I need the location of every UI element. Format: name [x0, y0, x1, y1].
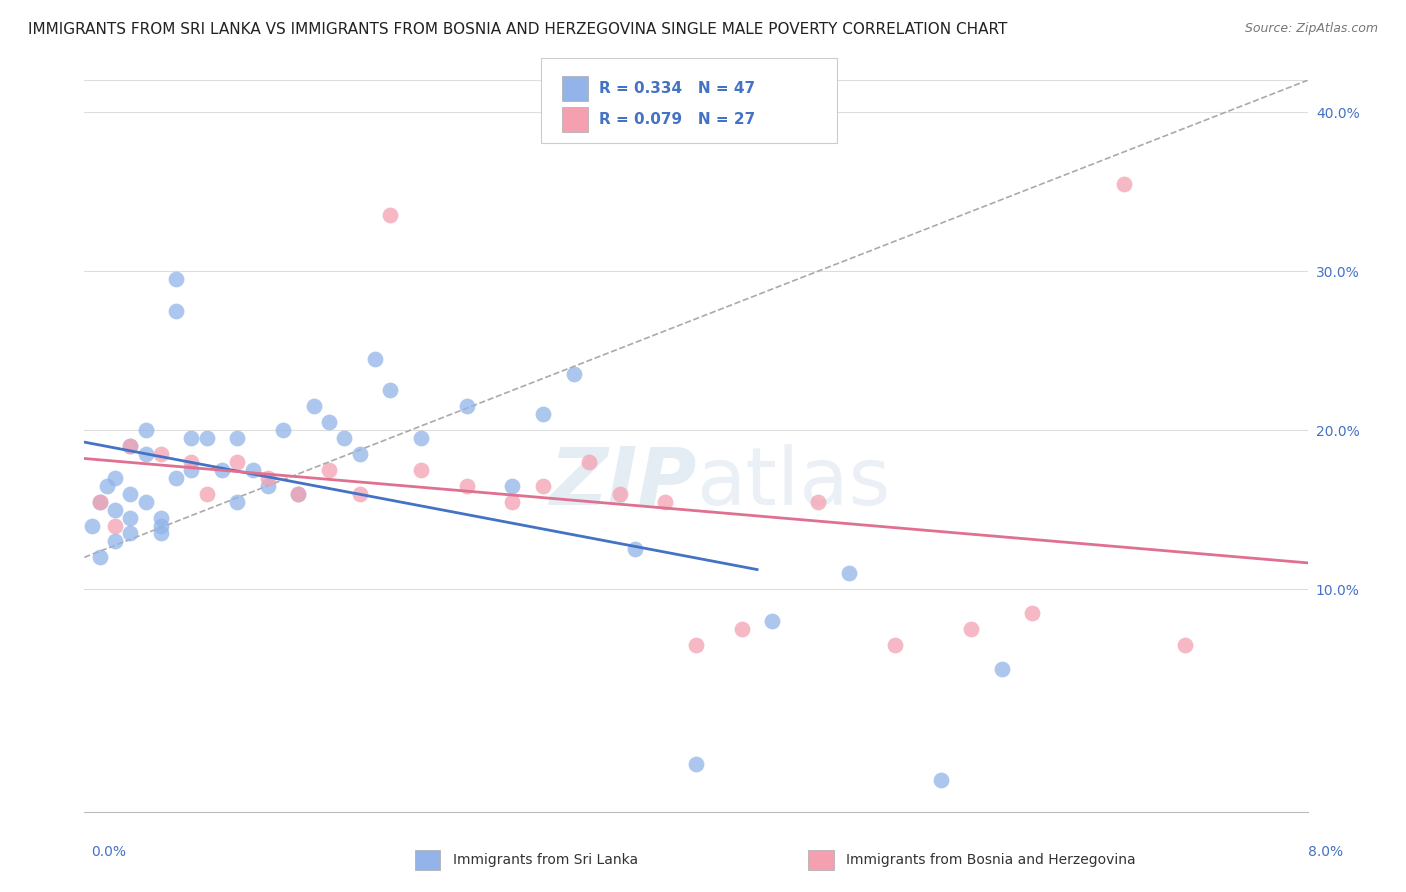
Point	[562, 368, 585, 382]
Point	[380, 384, 402, 398]
Point	[929, 772, 952, 787]
Point	[731, 622, 754, 636]
Point	[135, 423, 157, 437]
Point	[333, 431, 356, 445]
Point	[257, 479, 280, 493]
Point	[89, 550, 111, 565]
Point	[807, 494, 830, 508]
Point	[1021, 606, 1043, 620]
Point	[226, 494, 249, 508]
Point	[991, 662, 1014, 676]
Point	[409, 431, 432, 445]
Text: ZIP: ZIP	[548, 443, 696, 522]
Point	[1114, 177, 1136, 191]
Point	[104, 534, 127, 549]
Point	[960, 622, 983, 636]
Point	[120, 526, 142, 541]
Text: Immigrants from Sri Lanka: Immigrants from Sri Lanka	[453, 853, 638, 867]
Point	[531, 407, 554, 421]
Point	[135, 494, 157, 508]
Point	[149, 510, 172, 524]
Point	[149, 526, 172, 541]
Point	[761, 614, 783, 628]
Point	[211, 463, 233, 477]
Point	[654, 494, 676, 508]
Point	[302, 399, 325, 413]
Point	[120, 439, 142, 453]
Point	[883, 638, 905, 652]
Point	[409, 463, 432, 477]
Point	[502, 479, 524, 493]
Point	[104, 471, 127, 485]
Point	[578, 455, 600, 469]
Point	[135, 447, 157, 461]
Point	[89, 494, 111, 508]
Point	[685, 757, 707, 772]
Point	[257, 471, 280, 485]
Point	[104, 518, 127, 533]
Point	[149, 518, 172, 533]
Point	[180, 463, 202, 477]
Text: 8.0%: 8.0%	[1308, 845, 1343, 859]
Point	[609, 486, 631, 500]
Point	[502, 494, 524, 508]
Text: Immigrants from Bosnia and Herzegovina: Immigrants from Bosnia and Herzegovina	[846, 853, 1136, 867]
Point	[349, 486, 371, 500]
Point	[271, 423, 294, 437]
Text: R = 0.079   N = 27: R = 0.079 N = 27	[599, 112, 755, 127]
Point	[531, 479, 554, 493]
Point	[349, 447, 371, 461]
Point	[195, 431, 218, 445]
Text: Source: ZipAtlas.com: Source: ZipAtlas.com	[1244, 22, 1378, 36]
Text: R = 0.334   N = 47: R = 0.334 N = 47	[599, 81, 755, 96]
Point	[380, 209, 402, 223]
Point	[120, 510, 142, 524]
Text: 0.0%: 0.0%	[91, 845, 127, 859]
Point	[80, 518, 103, 533]
Point	[89, 494, 111, 508]
Text: IMMIGRANTS FROM SRI LANKA VS IMMIGRANTS FROM BOSNIA AND HERZEGOVINA SINGLE MALE : IMMIGRANTS FROM SRI LANKA VS IMMIGRANTS …	[28, 22, 1008, 37]
Point	[318, 463, 340, 477]
Point	[364, 351, 387, 366]
Point	[180, 455, 202, 469]
Point	[287, 486, 309, 500]
Point	[165, 303, 187, 318]
Point	[318, 415, 340, 429]
Point	[287, 486, 309, 500]
Point	[195, 486, 218, 500]
Point	[120, 439, 142, 453]
Point	[838, 566, 860, 581]
Point	[96, 479, 118, 493]
Point	[165, 471, 187, 485]
Text: atlas: atlas	[696, 443, 890, 522]
Point	[242, 463, 264, 477]
Point	[149, 447, 172, 461]
Point	[685, 638, 707, 652]
Point	[165, 272, 187, 286]
Point	[1174, 638, 1197, 652]
Point	[624, 542, 647, 557]
Point	[226, 431, 249, 445]
Point	[180, 431, 202, 445]
Point	[120, 486, 142, 500]
Point	[226, 455, 249, 469]
Point	[104, 502, 127, 516]
Point	[456, 399, 478, 413]
Point	[456, 479, 478, 493]
